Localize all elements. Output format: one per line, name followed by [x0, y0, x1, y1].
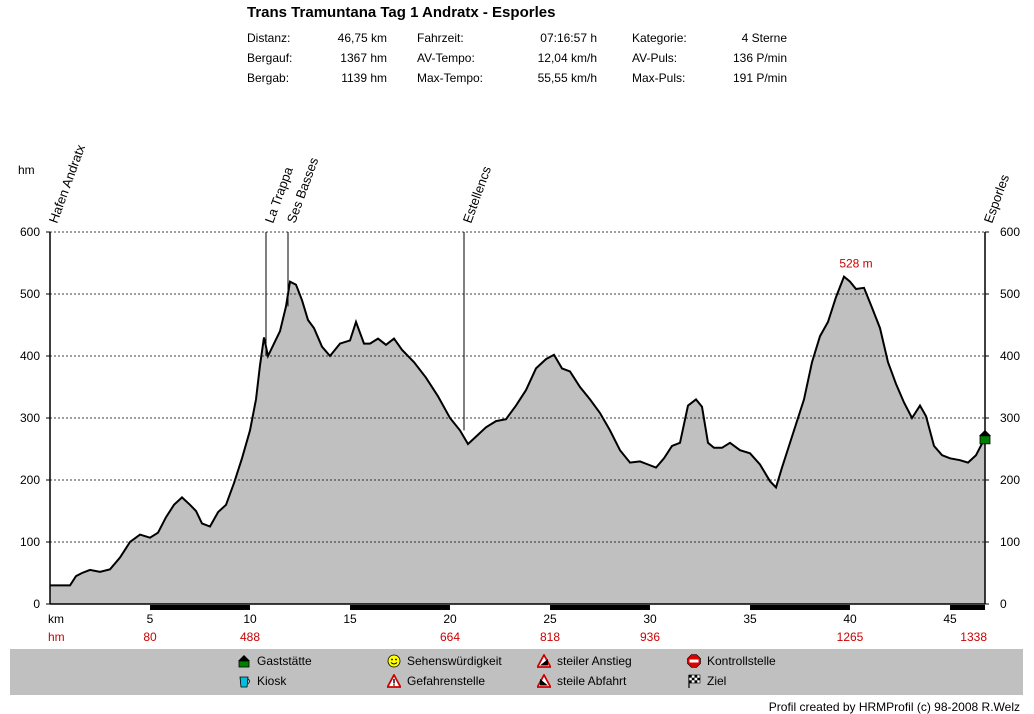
y-tick-label: 600 — [20, 225, 40, 239]
stat-value: 55,55 km/h — [537, 71, 597, 85]
x-tick-label: 20 — [443, 612, 457, 626]
legend-label: steile Abfahrt — [557, 674, 627, 688]
y-tick-label: 200 — [20, 473, 40, 487]
stat-label: Max-Tempo: — [417, 71, 484, 85]
waypoint-label: Ses Basses — [284, 155, 322, 225]
y-tick-label-right: 400 — [1000, 349, 1020, 363]
y-tick-label: 400 — [20, 349, 40, 363]
steiler-anstieg-icon — [537, 654, 551, 668]
elevation-line — [50, 274, 986, 587]
stat-label: Bergauf: — [247, 51, 293, 65]
legend-item: Sehenswürdigkeit — [387, 654, 502, 668]
x-axis-label: km — [48, 612, 64, 626]
y-tick-label-right: 600 — [1000, 225, 1020, 239]
legend-label: Gaststätte — [257, 654, 312, 668]
ascent-value: 1338 — [960, 630, 987, 644]
waypoint-label: Esporles — [981, 172, 1013, 225]
y-tick-label: 0 — [33, 597, 40, 611]
steile-abfahrt-icon — [537, 674, 551, 688]
km-scale-segment — [750, 605, 850, 610]
stat-label: Bergab: — [247, 71, 290, 85]
y-tick-label: 100 — [20, 535, 40, 549]
credit-text: Profil created by HRMProfil (c) 98-2008 … — [768, 700, 1020, 714]
stat-value: 4 Sterne — [741, 31, 787, 45]
legend-label: Sehenswürdigkeit — [407, 654, 502, 668]
stat-label: AV-Puls: — [632, 51, 678, 65]
x-tick-label: 45 — [943, 612, 957, 626]
stat-value: 46,75 km — [337, 31, 387, 45]
legend-label: steiler Anstieg — [557, 654, 632, 668]
waypoint-label: Hafen Andratx — [46, 142, 88, 225]
kiosk-icon — [239, 676, 250, 688]
x-tick-label: 40 — [843, 612, 857, 626]
stat-value: 1367 hm — [340, 51, 387, 65]
stat-label: Fahrzeit: — [417, 31, 464, 45]
y-tick-label-right: 200 — [1000, 473, 1020, 487]
ziel-icon — [688, 674, 701, 688]
km-scale-segment — [150, 605, 250, 610]
legend-label: Kiosk — [257, 674, 287, 688]
legend-item: steile Abfahrt — [537, 674, 626, 688]
y-tick-label: 300 — [20, 411, 40, 425]
elevation-area — [50, 276, 985, 604]
peak-label: 528 m — [839, 257, 872, 271]
ascent-value: 80 — [143, 630, 157, 644]
gaststaette-icon — [238, 655, 250, 668]
stat-label: AV-Tempo: — [417, 51, 475, 65]
gefahrenstelle-icon — [387, 674, 401, 688]
ascent-row-label: hm — [48, 630, 65, 644]
legend-item: Gaststätte — [237, 654, 312, 668]
waypoint-label: Estellencs — [460, 164, 495, 225]
legend-item: Ziel — [687, 674, 726, 688]
ascent-value: 488 — [240, 630, 260, 644]
ascent-value: 664 — [440, 630, 460, 644]
x-tick-label: 30 — [643, 612, 657, 626]
elevation-profile-chart: 0 0 100 100 200 200 300 300 400 400 500 500 600 600 hm… — [18, 142, 1020, 644]
km-scale-segment — [350, 605, 450, 610]
x-tick-label: 5 — [147, 612, 154, 626]
ascent-value: 936 — [640, 630, 660, 644]
legend-label: Ziel — [707, 674, 727, 688]
ascent-value: 1265 — [837, 630, 864, 644]
y-tick-label: 500 — [20, 287, 40, 301]
stat-label: Max-Puls: — [632, 71, 686, 85]
ascent-value: 818 — [540, 630, 560, 644]
stat-label: Distanz: — [247, 31, 291, 45]
y-axis-label: hm — [18, 163, 35, 177]
y-tick-label-right: 300 — [1000, 411, 1020, 425]
y-tick-label-right: 100 — [1000, 535, 1020, 549]
legend-item: steiler Anstieg — [537, 654, 632, 668]
legend: Gaststätte Kiosk Sehenswürdigkeit Gefahr… — [10, 649, 1023, 695]
gaststaette-icon — [979, 429, 991, 445]
legend-label: Kontrollstelle — [707, 654, 776, 668]
stat-value: 12,04 km/h — [537, 51, 597, 65]
legend-item: Gefahrenstelle — [387, 674, 485, 688]
sehenswuerdigkeit-icon — [387, 654, 401, 668]
kontrollstelle-icon — [687, 654, 701, 668]
legend-label: Gefahrenstelle — [407, 674, 486, 688]
x-tick-label: 10 — [243, 612, 257, 626]
chart-title: Trans Tramuntana Tag 1 Andratx - Esporle… — [247, 4, 556, 21]
stat-value: 191 P/min — [732, 71, 787, 85]
stat-value: 1139 hm — [341, 71, 387, 85]
km-scale-segment — [950, 605, 985, 610]
x-tick-label: 35 — [743, 612, 757, 626]
y-tick-label-right: 0 — [1000, 597, 1007, 611]
stat-value: 136 P/min — [732, 51, 787, 65]
x-tick-label: 25 — [543, 612, 557, 626]
km-scale-segment — [550, 605, 650, 610]
x-tick-label: 15 — [343, 612, 357, 626]
legend-item: Kontrollstelle — [687, 654, 776, 668]
y-tick-label-right: 500 — [1000, 287, 1020, 301]
stat-label: Kategorie: — [632, 31, 687, 45]
legend-item: Kiosk — [237, 674, 286, 688]
stat-value: 07:16:57 h — [540, 31, 597, 45]
